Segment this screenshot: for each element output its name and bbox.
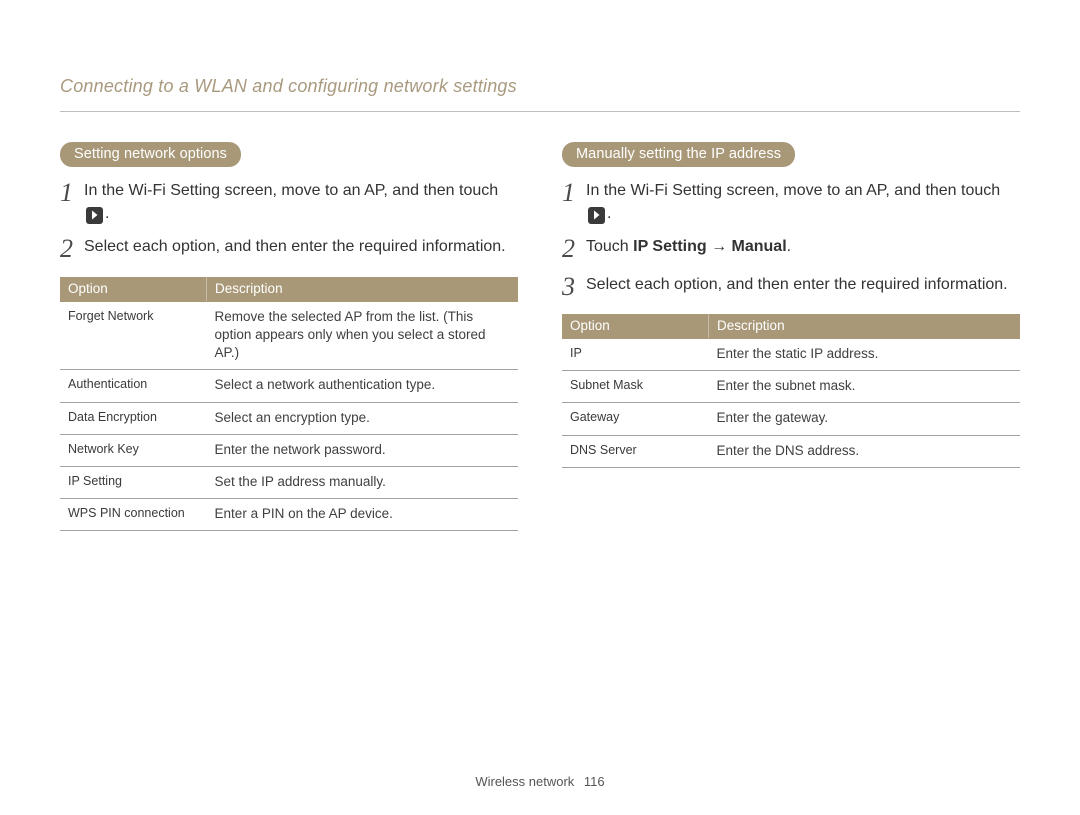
page-footer: Wireless network 116 [0,774,1080,789]
page-title: Connecting to a WLAN and configuring net… [60,76,1020,97]
th-description: Description [207,277,518,302]
cell-description: Enter the DNS address. [709,435,1020,467]
table-row: IP SettingSet the IP address manually. [60,466,518,498]
cell-description: Enter the subnet mask. [709,371,1020,403]
step-number: 1 [60,179,84,206]
step-number: 2 [562,235,586,262]
cell-option: Data Encryption [60,402,207,434]
left-column: Setting network options 1In the Wi-Fi Se… [60,142,518,531]
footer-section: Wireless network [475,774,574,789]
cell-description: Select a network authentication type. [207,370,518,402]
cell-description: Remove the selected AP from the list. (T… [207,301,518,370]
step-text: In the Wi-Fi Setting screen, move to an … [586,179,1020,225]
cell-option: IP Setting [60,466,207,498]
cell-option: WPS PIN connection [60,499,207,531]
cell-option: IP [562,338,709,370]
cell-option: Authentication [60,370,207,402]
step: 2Select each option, and then enter the … [60,235,518,262]
table-row: AuthenticationSelect a network authentic… [60,370,518,402]
pill-network-options: Setting network options [60,142,241,167]
cell-description: Enter the gateway. [709,403,1020,435]
step-text: In the Wi-Fi Setting screen, move to an … [84,179,518,225]
step: 2Touch IP Setting → Manual. [562,235,1020,262]
step: 3Select each option, and then enter the … [562,273,1020,300]
right-column: Manually setting the IP address 1In the … [562,142,1020,531]
table-row: Data EncryptionSelect an encryption type… [60,402,518,434]
step-text: Select each option, and then enter the r… [586,273,1020,296]
step-number: 3 [562,273,586,300]
left-table: Option Description Forget NetworkRemove … [60,277,518,532]
table-row: Network KeyEnter the network password. [60,434,518,466]
step-number: 2 [60,235,84,262]
cell-option: Network Key [60,434,207,466]
th-option: Option [562,314,709,339]
right-steps: 1In the Wi-Fi Setting screen, move to an… [562,179,1020,300]
th-description: Description [709,314,1020,339]
step-text: Touch IP Setting → Manual. [586,235,1020,258]
left-steps: 1In the Wi-Fi Setting screen, move to an… [60,179,518,263]
right-table: Option Description IPEnter the static IP… [562,314,1020,468]
table-row: WPS PIN connectionEnter a PIN on the AP … [60,499,518,531]
cell-option: Forget Network [60,301,207,370]
table-row: IPEnter the static IP address. [562,338,1020,370]
title-rule [60,111,1020,112]
table-row: Forget NetworkRemove the selected AP fro… [60,301,518,370]
cell-description: Enter the network password. [207,434,518,466]
cell-description: Enter the static IP address. [709,338,1020,370]
cell-option: DNS Server [562,435,709,467]
step: 1In the Wi-Fi Setting screen, move to an… [562,179,1020,225]
cell-option: Gateway [562,403,709,435]
step-number: 1 [562,179,586,206]
cell-option: Subnet Mask [562,371,709,403]
step: 1In the Wi-Fi Setting screen, move to an… [60,179,518,225]
columns: Setting network options 1In the Wi-Fi Se… [60,142,1020,531]
cell-description: Select an encryption type. [207,402,518,434]
chevron-right-icon [86,207,103,224]
step-text: Select each option, and then enter the r… [84,235,518,258]
pill-ip-address: Manually setting the IP address [562,142,795,167]
cell-description: Enter a PIN on the AP device. [207,499,518,531]
step-bold: IP Setting → Manual [633,238,787,255]
chevron-right-icon [588,207,605,224]
table-row: DNS ServerEnter the DNS address. [562,435,1020,467]
th-option: Option [60,277,207,302]
page-number: 116 [584,774,605,789]
table-row: GatewayEnter the gateway. [562,403,1020,435]
cell-description: Set the IP address manually. [207,466,518,498]
table-row: Subnet MaskEnter the subnet mask. [562,371,1020,403]
